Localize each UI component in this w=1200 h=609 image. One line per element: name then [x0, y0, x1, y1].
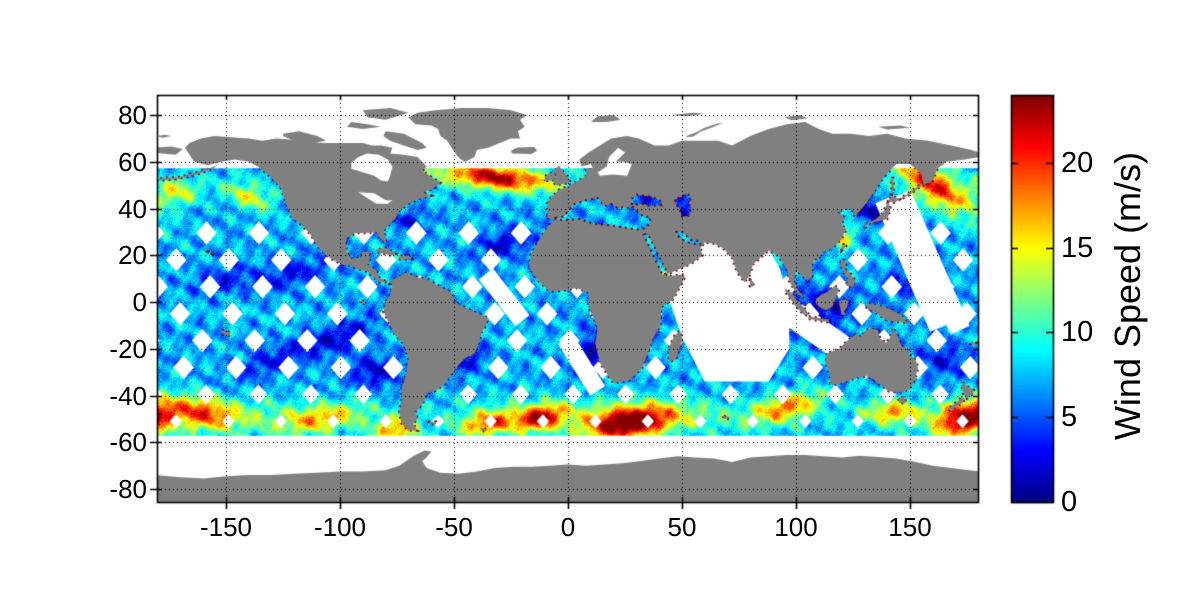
- colorbar-tick-label: 10: [1061, 316, 1094, 349]
- x-tick-label: 50: [667, 512, 697, 542]
- x-tick-label: -100: [313, 512, 367, 542]
- x-tick-label: 100: [774, 512, 818, 542]
- x-tick-label: 0: [560, 512, 576, 542]
- colorbar-tick-label: 15: [1061, 231, 1094, 264]
- y-tick-label: 0: [132, 287, 147, 317]
- colorbar-tick-label: 0: [1061, 486, 1078, 518]
- y-tick-label: 80: [118, 100, 147, 130]
- y-tick-label: -80: [109, 474, 147, 504]
- y-tick-label: -60: [109, 427, 147, 458]
- x-tick-label: -150: [199, 512, 253, 542]
- colorbar-tick-label: 5: [1061, 401, 1078, 434]
- colorbar-label: Wind Speed (m/s): [1107, 151, 1148, 441]
- y-tick-label: 20: [118, 240, 147, 271]
- colorbar-tick-label: 20: [1061, 146, 1094, 179]
- x-tick-label: 150: [888, 512, 932, 542]
- y-tick-label: -40: [109, 380, 147, 411]
- x-tick-label: -50: [435, 512, 473, 542]
- y-tick-label: -20: [109, 333, 147, 364]
- y-tick-label: 60: [118, 146, 147, 177]
- y-tick-label: 40: [118, 193, 147, 224]
